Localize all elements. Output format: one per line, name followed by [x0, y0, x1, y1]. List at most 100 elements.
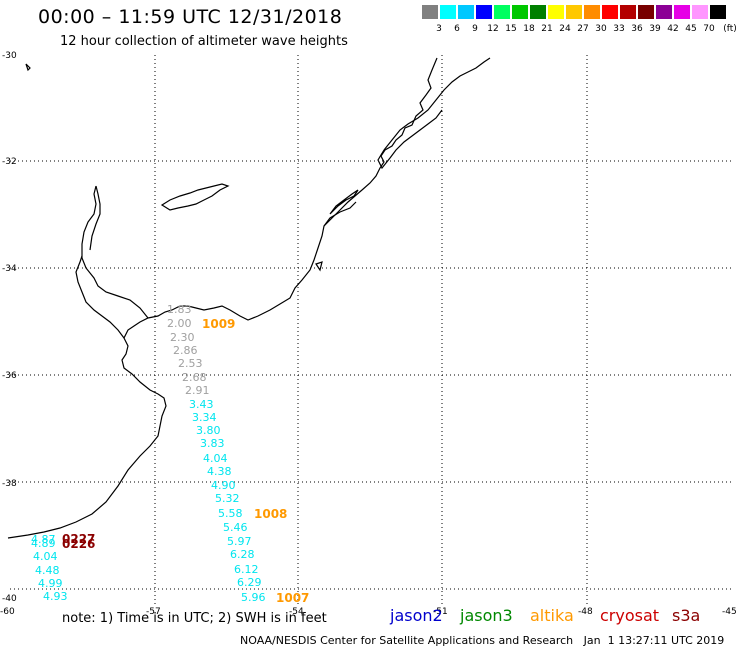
wave-height-value: 1007 — [276, 591, 309, 605]
satellite-s3a: s3a — [672, 606, 701, 625]
coastline — [7, 57, 491, 539]
wave-height-value: 4.90 — [211, 479, 236, 492]
lat-lon-grid — [10, 55, 731, 605]
color-swatch — [494, 5, 510, 19]
color-swatch — [692, 5, 708, 19]
lon-label: -48 — [578, 607, 593, 617]
scale-label: 24 — [559, 24, 571, 34]
lat-label: -30 — [2, 51, 17, 61]
color-swatch — [566, 5, 582, 19]
color-swatch — [512, 5, 528, 19]
wave-height-value: 2.91 — [185, 384, 210, 397]
scale-label: 45 — [685, 24, 697, 34]
wave-height-value: 2.00 — [167, 317, 192, 330]
footer-note: note: 1) Time is in UTC; 2) SWH is in fe… — [62, 611, 327, 626]
color-swatch — [710, 5, 726, 19]
satellite-jason2: jason2 — [390, 606, 443, 625]
wave-height-value: 4.04 — [33, 550, 58, 563]
wave-height-value: 4.89 — [31, 537, 56, 550]
color-swatch — [548, 5, 564, 19]
color-swatch — [458, 5, 474, 19]
wave-height-value: 5.97 — [227, 535, 252, 548]
wave-height-value: 4.04 — [203, 452, 228, 465]
lon-label: -60 — [0, 607, 15, 617]
wave-height-value: 5.96 — [241, 591, 266, 604]
scale-label: 18 — [523, 24, 535, 34]
coastline-main — [7, 57, 438, 539]
wave-height-value: 3.34 — [192, 411, 217, 424]
scale-label: 42 — [667, 24, 679, 34]
lon-label: -51 — [433, 607, 448, 617]
axis-labels: -30 -32 -34 -36 -38 -40 -60 -57 -54 -51 -48 -45 — [0, 51, 737, 617]
lon-label: -57 — [146, 607, 161, 617]
color-swatch — [440, 5, 456, 19]
map-subtitle: 12 hour collection of altimeter wave hei… — [60, 34, 348, 49]
scale-label: 30 — [595, 24, 607, 34]
scale-label: 39 — [649, 24, 661, 34]
map-title: 00:00 – 11:59 UTC 12/31/2018 — [38, 6, 343, 28]
scale-label: 36 — [631, 24, 643, 34]
color-swatch — [602, 5, 618, 19]
wave-height-value: 4.99 — [38, 577, 63, 590]
wave-height-value: 5.46 — [223, 521, 248, 534]
coastline-plata — [81, 185, 149, 319]
wave-height-value: 3.83 — [200, 437, 225, 450]
lat-label: -32 — [2, 157, 17, 167]
island-small — [25, 63, 31, 72]
lagoa-dos-patos — [377, 57, 491, 170]
wave-height-value: 6.12 — [234, 563, 259, 576]
lat-label: -34 — [2, 264, 17, 274]
wave-height-value: 4.48 — [35, 564, 60, 577]
wave-height-value: 1009 — [202, 317, 235, 331]
wave-height-value: 2.53 — [178, 357, 203, 370]
satellite-jason3: jason3 — [460, 606, 513, 625]
coastline-plata-south — [75, 255, 125, 339]
lagoa-mirim — [323, 189, 359, 227]
wave-height-value: 0227 — [62, 532, 95, 546]
satellite-altika: altika — [530, 606, 574, 625]
color-swatch — [620, 5, 636, 19]
lake-small — [315, 261, 323, 272]
lon-label: -54 — [289, 607, 304, 617]
credit-line: NOAA/NESDIS Center for Satellite Applica… — [240, 634, 725, 647]
wave-height-value: 4.93 — [43, 590, 68, 603]
wave-height-value: 4.87 — [31, 533, 56, 546]
inland-lake — [160, 183, 230, 211]
wave-height-value: 3.43 — [189, 398, 214, 411]
wave-height-value: 5.32 — [215, 492, 240, 505]
wave-height-value: 5.58 — [218, 507, 243, 520]
lat-label: -40 — [2, 594, 17, 604]
scale-label: 9 — [472, 24, 478, 34]
wave-height-value: 2.68 — [182, 371, 207, 384]
wave-height-value: 2.30 — [170, 331, 195, 344]
scale-label: 12 — [487, 24, 499, 34]
color-swatch — [530, 5, 546, 19]
lat-label: -38 — [2, 479, 17, 489]
wave-height-value: 6.28 — [230, 548, 255, 561]
wave-height-value: 3.80 — [196, 424, 221, 437]
color-swatch — [656, 5, 672, 19]
color-swatch — [674, 5, 690, 19]
wave-height-value: 1.83 — [167, 303, 192, 316]
color-swatch — [476, 5, 492, 19]
wave-height-value: 0226 — [62, 537, 95, 551]
lat-label: -36 — [2, 371, 17, 381]
satellite-cryosat: cryosat — [600, 606, 660, 625]
scale-label: 27 — [577, 24, 589, 34]
scale-label: 21 — [541, 24, 553, 34]
scale-label: 33 — [613, 24, 625, 34]
wave-height-value: 4.38 — [207, 465, 232, 478]
wave-height-value: 1008 — [254, 507, 287, 521]
color-swatch — [638, 5, 654, 19]
river-uruguay — [89, 185, 101, 251]
lon-label: -45 — [722, 607, 737, 617]
wave-height-value: 2.86 — [173, 344, 198, 357]
wave-height-value: 6.29 — [237, 576, 262, 589]
scale-label: 70 — [703, 24, 715, 34]
scale-unit: (ft) — [723, 24, 737, 34]
scale-label: 3 — [436, 24, 442, 34]
color-swatch — [422, 5, 438, 19]
color-swatch — [584, 5, 600, 19]
scale-label: 6 — [454, 24, 460, 34]
